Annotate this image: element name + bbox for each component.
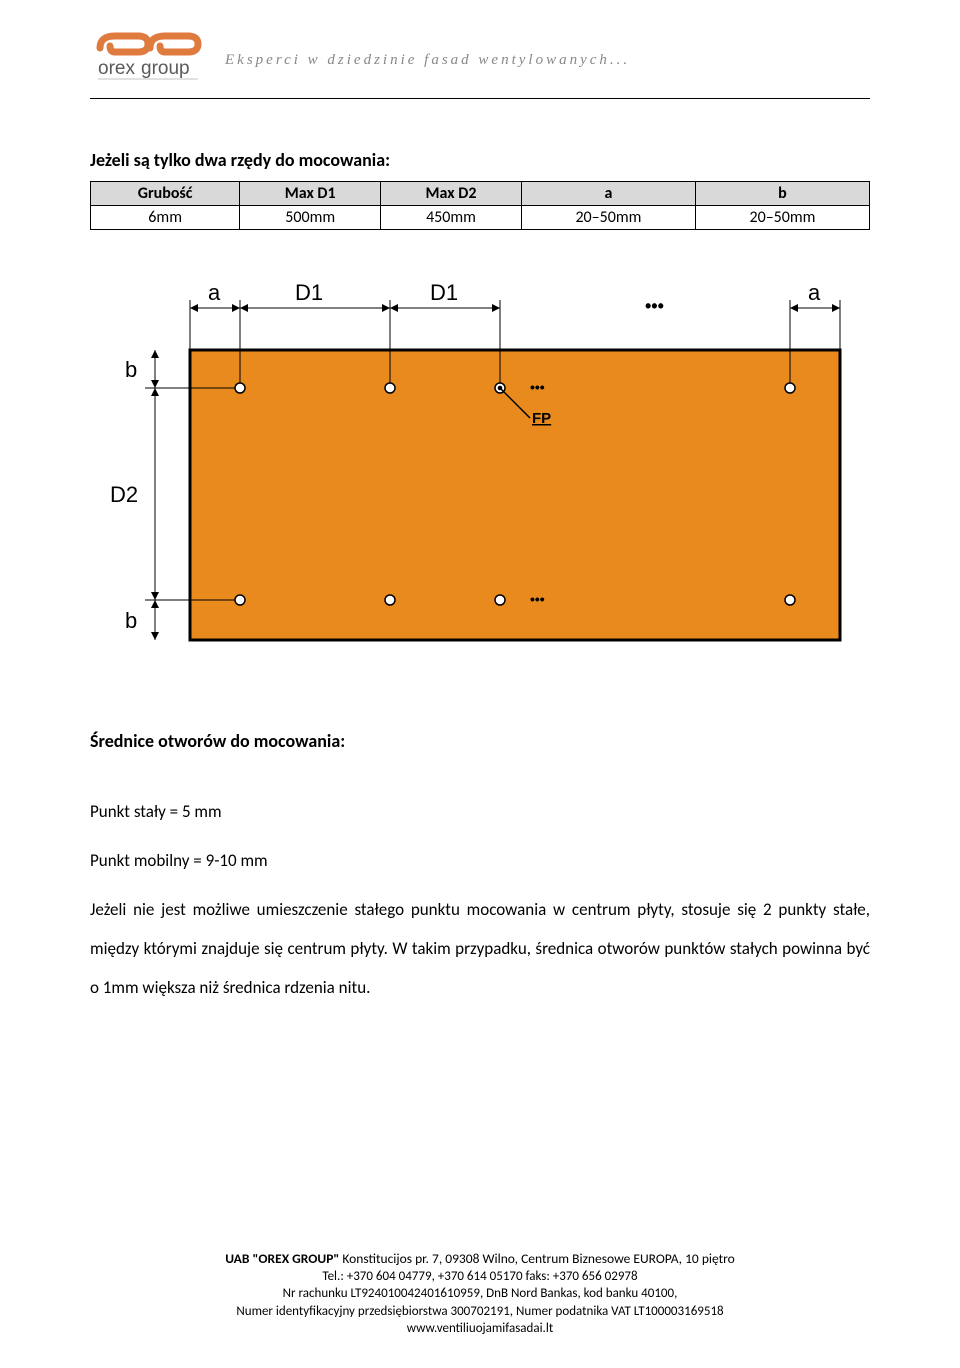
header-divider [90, 98, 870, 99]
mounting-diagram: a D1 D1 ••• a b D2 [90, 270, 870, 670]
label-b-top: b [125, 357, 137, 382]
svg-text:group: group [141, 58, 190, 79]
table-header-row: Grubość Max D1 Max D2 a b [91, 182, 870, 206]
logo: orex group [90, 30, 205, 90]
th-b: b [695, 182, 869, 206]
label-fp: FP [532, 410, 551, 427]
spec-table: Grubość Max D1 Max D2 a b 6mm 500mm 450m… [90, 181, 870, 230]
tagline: Eksperci w dziedzinie fasad wentylowanyc… [225, 52, 630, 69]
label-d1-2: D1 [430, 280, 458, 305]
footer-line1: UAB "OREX GROUP" Konstitucijos pr. 7, 09… [90, 1250, 870, 1268]
label-d2: D2 [110, 482, 138, 507]
p-explanation: Jeżeli nie jest możliwe umieszczenie sta… [90, 890, 870, 1007]
label-a-left: a [208, 280, 221, 305]
footer-line2: Tel.: +370 604 04779, +370 614 05170 fak… [90, 1268, 870, 1286]
td: 500mm [240, 206, 381, 230]
footer-company: UAB "OREX GROUP" [225, 1250, 339, 1267]
label-b-bot: b [125, 608, 137, 633]
td: 20–50mm [695, 206, 869, 230]
td: 20–50mm [521, 206, 695, 230]
svg-text:•••: ••• [530, 379, 545, 395]
th-maxd1: Max D1 [240, 182, 381, 206]
footer-line4: Numer identyfikacyjny przedsiębiorstwa 3… [90, 1303, 870, 1321]
td: 450mm [381, 206, 522, 230]
th-maxd2: Max D2 [381, 182, 522, 206]
footer-line3: Nr rachunku LT924010042401610959, DnB No… [90, 1285, 870, 1303]
page-header: orex group Eksperci w dziedzinie fasad w… [90, 30, 870, 90]
svg-text:•••: ••• [645, 296, 664, 316]
svg-text:•••: ••• [530, 591, 545, 607]
p-mobile-point: Punkt mobilny = 9-10 mm [90, 841, 870, 880]
section1-title: Jeżeli są tylko dwa rzędy do mocowania: [90, 149, 870, 171]
page-footer: UAB "OREX GROUP" Konstitucijos pr. 7, 09… [90, 1250, 870, 1338]
table-row: 6mm 500mm 450mm 20–50mm 20–50mm [91, 206, 870, 230]
svg-text:orex: orex [98, 58, 135, 79]
th-a: a [521, 182, 695, 206]
th-grubosc: Grubość [91, 182, 240, 206]
p-fixed-point: Punkt stały = 5 mm [90, 792, 870, 831]
label-d1-1: D1 [295, 280, 323, 305]
footer-line5: www.ventiliuojamifasadai.lt [90, 1320, 870, 1338]
footer-address: Konstitucijos pr. 7, 09308 Wilno, Centru… [339, 1250, 734, 1267]
section2-title: Średnice otworów do mocowania: [90, 730, 870, 752]
label-a-right: a [808, 280, 821, 305]
td: 6mm [91, 206, 240, 230]
